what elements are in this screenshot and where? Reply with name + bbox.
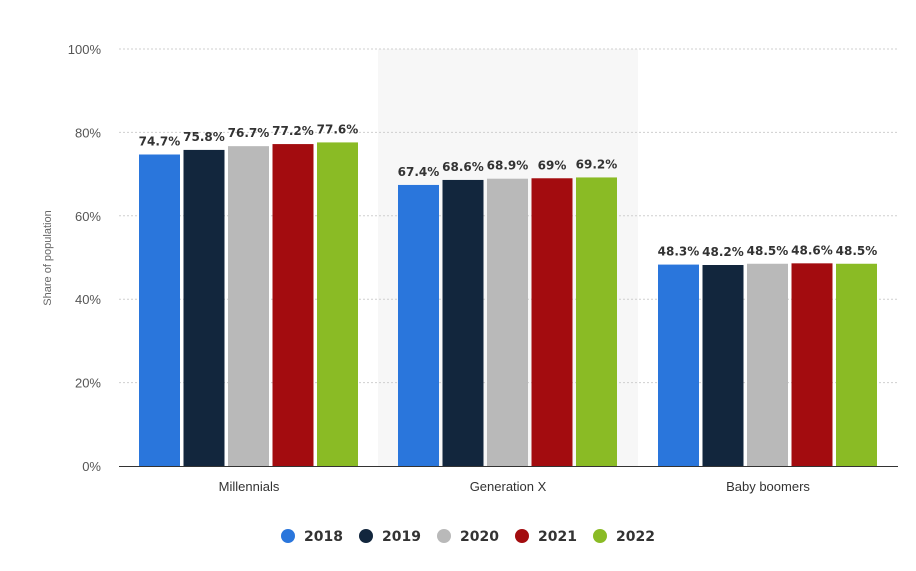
bar-2020[interactable]: [487, 178, 528, 466]
bar-2019[interactable]: [442, 179, 484, 467]
bars: [139, 142, 877, 467]
legend-swatch: [593, 529, 607, 543]
y-tick-label: 100%: [68, 42, 102, 57]
data-label: 48.5%: [747, 244, 789, 258]
legend-item-2019[interactable]: 2019: [359, 529, 421, 545]
legend: 2018 2019 2020 2021 2022: [281, 529, 655, 545]
data-label: 69.2%: [576, 157, 618, 171]
y-tick-label: 20%: [75, 376, 101, 391]
y-axis-label: Share of population: [42, 210, 54, 305]
data-label: 69%: [538, 158, 567, 172]
y-tick-label: 40%: [75, 292, 101, 307]
data-label: 48.3%: [658, 245, 700, 259]
data-label: 48.6%: [791, 243, 833, 257]
legend-item-2022[interactable]: 2022: [593, 529, 655, 545]
data-label: 77.6%: [317, 122, 359, 136]
data-label: 48.2%: [702, 245, 744, 259]
data-label: 74.7%: [139, 135, 181, 149]
legend-swatch: [281, 529, 295, 543]
data-label: 68.9%: [487, 159, 529, 173]
bar-2020[interactable]: [228, 146, 269, 466]
data-label: 67.4%: [398, 165, 440, 179]
legend-label: 2019: [382, 529, 421, 545]
legend-item-2020[interactable]: 2020: [437, 529, 499, 545]
y-tick-label: 0%: [82, 459, 101, 474]
bar-2019[interactable]: [702, 265, 744, 466]
bar-2021[interactable]: [531, 178, 573, 466]
bar-2019[interactable]: [183, 149, 225, 466]
x-category-label: Millennials: [219, 479, 280, 494]
data-label: 68.6%: [442, 160, 484, 174]
bar-2018[interactable]: [658, 264, 699, 466]
legend-swatch: [359, 529, 373, 543]
legend-label: 2018: [304, 529, 343, 545]
bar-2018[interactable]: [139, 154, 180, 466]
bar-2021[interactable]: [791, 263, 833, 466]
data-label: 48.5%: [836, 244, 878, 258]
legend-label: 2022: [616, 529, 655, 545]
bar-2018[interactable]: [398, 184, 439, 466]
legend-label: 2021: [538, 529, 577, 545]
legend-swatch: [515, 529, 529, 543]
bar-2022[interactable]: [576, 177, 617, 466]
data-label: 75.8%: [183, 130, 225, 144]
bar-2022[interactable]: [317, 142, 358, 466]
data-labels: 74.7% 75.8% 76.7% 77.2% 77.6% 67.4% 68.6% 68.9%…: [139, 122, 878, 259]
x-category-label: Generation X: [470, 479, 547, 494]
bar-2022[interactable]: [836, 263, 877, 466]
bar-2021[interactable]: [272, 144, 314, 467]
bar-2020[interactable]: [747, 263, 788, 466]
y-tick-label: 80%: [75, 125, 101, 140]
legend-label: 2020: [460, 529, 499, 545]
y-axis-ticks: 0% 20% 40% 60% 80% 100%: [68, 42, 102, 474]
data-label: 76.7%: [228, 126, 270, 140]
legend-item-2021[interactable]: 2021: [515, 529, 577, 545]
data-label: 77.2%: [272, 124, 314, 138]
x-category-label: Baby boomers: [726, 479, 810, 494]
x-axis-categories: Millennials Generation X Baby boomers: [219, 479, 811, 494]
y-tick-label: 60%: [75, 209, 101, 224]
legend-item-2018[interactable]: 2018: [281, 529, 343, 545]
legend-swatch: [437, 529, 451, 543]
